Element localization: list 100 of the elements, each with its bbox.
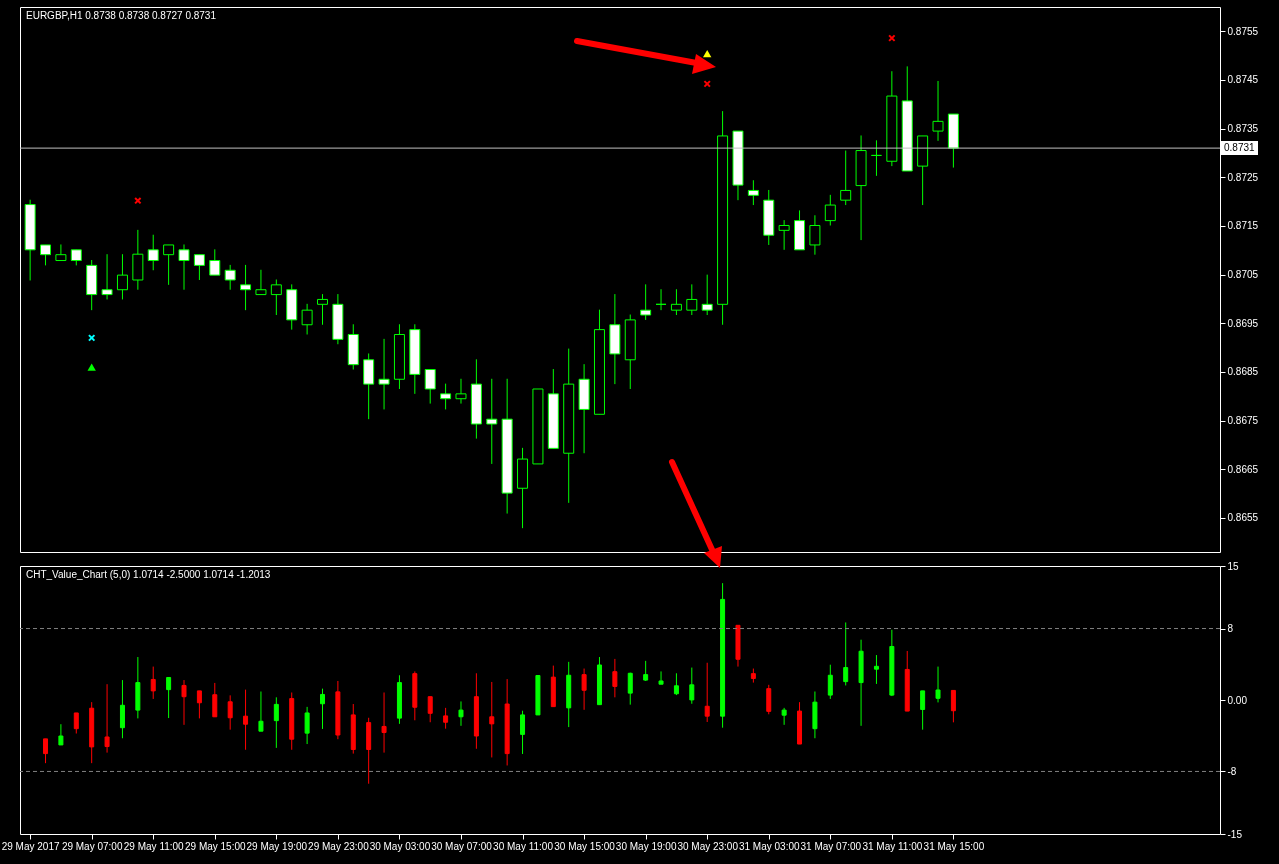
candlestick	[273, 696, 279, 749]
candlestick	[104, 683, 110, 754]
candlestick	[843, 621, 849, 686]
y-tick-label: -15	[1227, 828, 1243, 840]
y-tick-label: -8	[1227, 765, 1237, 777]
candlestick	[655, 288, 667, 311]
candlestick	[224, 264, 236, 291]
y-tick-label: 0.8755	[1227, 25, 1259, 37]
x-tick-label: 29 May 19:00	[246, 840, 308, 852]
x-tick-label: 30 May 15:00	[554, 840, 616, 852]
candlestick	[932, 80, 944, 142]
chart-title: CHT_Value_Chart (5,0) 1.0714 -2.5000 1.0714 -1.2013	[26, 569, 271, 580]
y-tick-label: 0.8665	[1227, 463, 1259, 475]
y-tick-label: 0.8655	[1227, 512, 1259, 524]
candlestick	[240, 264, 252, 311]
point	[87, 363, 96, 371]
y-tick-label: 0.8705	[1227, 269, 1259, 281]
candlestick	[701, 274, 713, 316]
x-tick-label: 30 May 07:00	[431, 840, 493, 852]
y-tick-label: 0.8675	[1227, 415, 1259, 427]
x-tick-label: 29 May 11:00	[123, 840, 185, 852]
candlestick	[317, 293, 328, 326]
candlestick	[166, 676, 172, 719]
chart-title: EURGBP,H1 0.8738 0.8738 0.8727 0.8731	[26, 10, 217, 21]
candlestick	[689, 667, 695, 705]
candlestick	[193, 254, 205, 281]
candlestick	[781, 707, 787, 726]
x-tick-label: 29 May 23:00	[308, 840, 370, 852]
point	[888, 34, 896, 42]
candlestick	[212, 682, 218, 718]
candlestick	[43, 738, 49, 764]
candlestick	[209, 248, 221, 276]
candlestick	[178, 243, 190, 291]
point	[703, 80, 711, 88]
x-tick-label: 29 May 07:00	[61, 840, 123, 852]
candlestick	[935, 666, 941, 703]
candlestick	[778, 219, 790, 251]
candlestick	[747, 179, 759, 206]
candlestick	[243, 689, 249, 751]
candlestick	[119, 679, 125, 739]
y-tick-label: 0.8685	[1227, 366, 1259, 378]
candlestick	[58, 723, 64, 746]
candlestick	[378, 338, 390, 410]
candlestick	[520, 710, 526, 755]
candlestick	[640, 283, 652, 321]
candlestick	[147, 234, 159, 271]
candlestick	[673, 672, 679, 696]
candlestick	[686, 283, 698, 316]
y-tick-label: 8	[1227, 623, 1234, 635]
y-tick-label: 15	[1227, 560, 1240, 572]
y-tick-label: 0.8725	[1227, 171, 1259, 183]
candlestick	[766, 684, 772, 715]
candlestick	[486, 378, 498, 465]
candlestick	[920, 690, 926, 731]
candlestick	[455, 378, 467, 405]
candlestick	[424, 369, 436, 405]
point	[703, 50, 712, 58]
x-tick-label: 31 May 15:00	[923, 840, 985, 852]
candlestick	[40, 244, 52, 266]
candlestick	[301, 303, 313, 335]
ref-line-label: 0.8731	[1224, 142, 1256, 154]
candlestick	[840, 150, 852, 206]
candlestick	[258, 691, 264, 732]
candlestick	[809, 214, 821, 256]
x-tick-label: 31 May 07:00	[800, 840, 862, 852]
y-tick-label: 0.00	[1227, 694, 1248, 706]
candlestick	[627, 672, 633, 706]
candlestick	[73, 712, 79, 734]
candlestick	[320, 688, 325, 730]
candlestick	[55, 243, 67, 262]
x-tick-label: 29 May 15:00	[184, 840, 247, 852]
candlestick	[873, 654, 879, 685]
candlestick	[440, 383, 452, 410]
candlestick	[827, 664, 833, 700]
candlestick	[704, 662, 710, 723]
candlestick	[658, 670, 664, 685]
candlestick	[181, 679, 187, 726]
x-tick-label: 30 May 19:00	[615, 840, 677, 852]
candlestick	[581, 668, 587, 711]
candlestick	[443, 707, 449, 730]
y-tick-label: 0.8735	[1227, 123, 1259, 135]
y-tick-label: 0.8715	[1227, 220, 1259, 232]
candlestick	[163, 244, 175, 286]
candlestick	[670, 288, 682, 316]
candlestick	[427, 696, 433, 723]
candlestick	[381, 692, 387, 754]
x-tick-label: 30 May 03:00	[369, 840, 431, 852]
y-tick-label: 0.8745	[1227, 74, 1259, 86]
y-tick-label: 0.8695	[1227, 317, 1259, 329]
x-tick-label: 30 May 23:00	[677, 840, 739, 852]
candlestick	[612, 658, 618, 698]
x-tick-label: 31 May 11:00	[862, 840, 923, 852]
candlestick	[150, 666, 156, 700]
x-tick-label: 30 May 11:00	[493, 840, 554, 852]
x-tick-label: 31 May 03:00	[738, 840, 800, 852]
candlestick	[255, 269, 267, 296]
candlestick	[270, 279, 282, 316]
candlestick	[643, 660, 649, 682]
candlestick	[101, 253, 113, 300]
candlestick	[196, 690, 202, 719]
